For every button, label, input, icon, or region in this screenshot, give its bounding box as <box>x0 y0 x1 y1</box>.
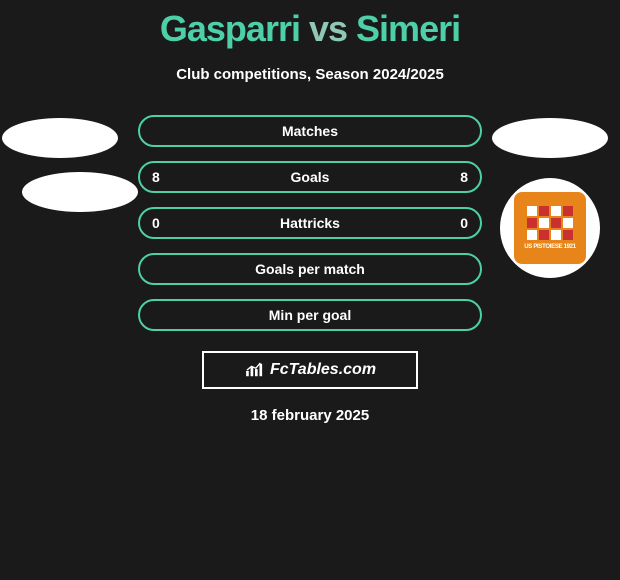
stat-left-value: 8 <box>152 169 172 185</box>
bar-chart-icon <box>244 362 266 378</box>
player1-name: Gasparri <box>160 8 300 49</box>
club-badge-text: US PISTOIESE 1921 <box>524 244 575 250</box>
stat-row-min-per-goal: Min per goal <box>138 299 482 331</box>
vs-text: vs <box>309 8 347 49</box>
stat-row-goals-per-match: Goals per match <box>138 253 482 285</box>
stat-label: Min per goal <box>269 307 351 323</box>
stat-label: Hattricks <box>280 215 340 231</box>
footer-brand-text: FcTables.com <box>270 361 376 379</box>
stat-label: Matches <box>282 123 338 139</box>
stat-right-value: 8 <box>448 169 468 185</box>
competition-subheader: Club competitions, Season 2024/2025 <box>0 66 620 83</box>
club-badge-pattern <box>527 206 573 240</box>
player2-name: Simeri <box>356 8 460 49</box>
stat-row-matches: Matches <box>138 115 482 147</box>
club-badge: US PISTOIESE 1921 <box>500 178 600 278</box>
stat-left-value: 0 <box>152 215 172 231</box>
player1-avatar-placeholder <box>2 118 118 158</box>
club-badge-inner: US PISTOIESE 1921 <box>514 192 586 264</box>
player2-avatar-placeholder <box>492 118 608 158</box>
date-text: 18 february 2025 <box>0 407 620 424</box>
stat-row-goals: 8 Goals 8 <box>138 161 482 193</box>
stat-label: Goals <box>291 169 330 185</box>
footer-brand-box[interactable]: FcTables.com <box>202 351 418 389</box>
player1-avatar-placeholder-2 <box>22 172 138 212</box>
stat-right-value: 0 <box>448 215 468 231</box>
stat-label: Goals per match <box>255 261 365 277</box>
comparison-title: Gasparri vs Simeri <box>0 0 620 50</box>
stat-row-hattricks: 0 Hattricks 0 <box>138 207 482 239</box>
